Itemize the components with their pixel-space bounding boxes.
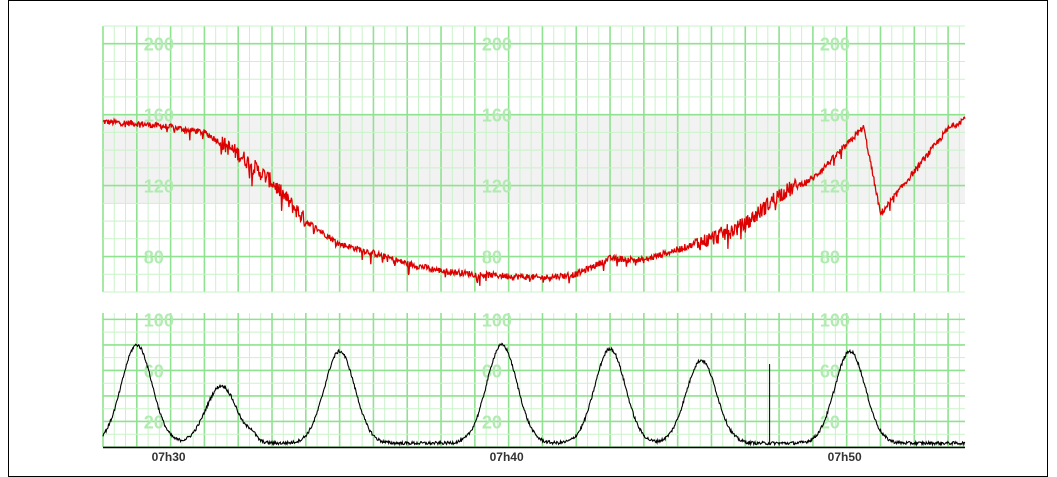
toco-y-tick-label: 100 [482,310,512,330]
fhr-y-tick-label: 200 [144,35,174,55]
toco-y-tick-label: 60 [144,361,164,381]
fhr-series-line [102,116,966,286]
fhr-normal-band [103,114,965,204]
fhr-band-rect [103,114,965,204]
fhr-y-tick-label: 160 [482,106,512,126]
toco-y-tick-label: 20 [482,412,502,432]
time-tick-label: 07h40 [490,450,524,464]
toco-y-tick-label: 20 [820,412,840,432]
fhr-y-tick-label: 80 [820,248,840,268]
toco-y-tick-labels: 100 100 100 60 60 60 20 20 20 [144,310,850,432]
fhr-grid [102,25,965,293]
fhr-y-tick-label: 80 [482,248,502,268]
time-tick-labels: 07h30 07h40 07h50 [152,450,862,464]
fhr-y-tick-label: 120 [820,177,850,197]
fhr-y-tick-label: 200 [820,35,850,55]
time-tick-label: 07h30 [152,450,186,464]
fhr-y-tick-label: 80 [144,248,164,268]
fhr-y-tick-label: 200 [482,35,512,55]
toco-series-line [102,342,966,447]
fhr-y-tick-label: 120 [144,177,174,197]
toco-y-tick-label: 20 [144,412,164,432]
toco-grid [102,313,965,448]
toco-y-tick-label: 60 [820,361,840,381]
toco-y-tick-label: 100 [820,310,850,330]
fhr-y-tick-label: 160 [144,106,174,126]
toco-y-tick-label: 60 [482,361,502,381]
fhr-y-tick-label: 160 [820,106,850,126]
time-tick-label: 07h50 [828,450,862,464]
toco-y-tick-label: 100 [144,310,174,330]
fhr-y-tick-label: 120 [482,177,512,197]
fhr-y-tick-labels: 200 200 200 160 160 160 120 120 120 80 80 80 [144,35,850,268]
